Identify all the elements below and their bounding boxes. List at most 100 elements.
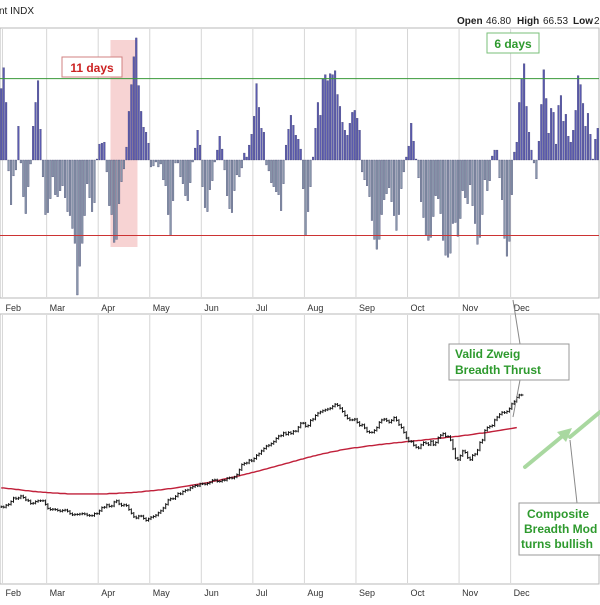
breadth-bar: [221, 148, 224, 161]
breadth-bar: [14, 159, 17, 171]
breadth-bar: [294, 135, 297, 161]
zweig-callout: Valid Zweig Breadth Thrust: [448, 343, 570, 381]
breadth-bar: [176, 159, 179, 164]
breadth-bar: [5, 102, 8, 161]
low-value: 2: [594, 16, 600, 27]
breadth-bar: [54, 159, 57, 195]
breadth-bar: [245, 156, 248, 161]
breadth-bar: [211, 159, 214, 181]
breadth-bar: [137, 85, 140, 161]
breadth-bar: [564, 114, 567, 161]
breadth-bar: [27, 159, 30, 187]
six-days-text: 6 days: [494, 37, 532, 51]
breadth-bar: [78, 159, 81, 267]
breadth-bar: [34, 102, 37, 161]
breadth-bar: [115, 159, 118, 240]
breadth-bar: [562, 121, 565, 161]
breadth-bar: [282, 159, 285, 184]
breadth-bar: [572, 130, 575, 161]
breadth-bar: [122, 159, 125, 170]
breadth-bar: [22, 159, 25, 197]
breadth-bar: [108, 159, 111, 206]
breadth-bar: [0, 88, 3, 161]
breadth-bar: [93, 159, 96, 203]
breadth-bar: [191, 159, 194, 163]
month-label: Sep: [359, 303, 375, 313]
breadth-bar: [459, 159, 462, 219]
breadth-bar: [311, 156, 315, 161]
breadth-bar: [125, 146, 128, 161]
breadth-bar: [559, 95, 562, 161]
breadth-bar: [145, 132, 148, 161]
breadth-bar: [407, 145, 410, 161]
breadth-bar: [302, 159, 305, 189]
breadth-bar: [233, 159, 236, 191]
breadth-bar: [378, 159, 381, 240]
month-label: Dec: [514, 303, 531, 313]
month-label: Nov: [462, 303, 479, 313]
breadth-bar: [297, 139, 300, 161]
breadth-bar: [410, 123, 413, 161]
breadth-bar: [206, 159, 209, 212]
breadth-bar: [24, 159, 27, 214]
breadth-bar: [329, 73, 332, 161]
breadth-bar: [432, 159, 435, 217]
breadth-bar: [420, 159, 423, 202]
breadth-bar: [86, 159, 89, 184]
breadth-bar: [368, 159, 371, 197]
eleven-days-text: 11 days: [70, 61, 114, 75]
breadth-bar: [73, 159, 76, 244]
breadth-bar: [277, 159, 280, 195]
month-label: Aug: [307, 303, 323, 313]
breadth-bar: [464, 159, 467, 198]
month-label: Oct: [411, 588, 426, 598]
breadth-bar: [557, 105, 560, 161]
breadth-bar: [7, 159, 10, 172]
month-label: Mar: [50, 588, 66, 598]
breadth-bar: [71, 159, 74, 229]
six-days-label: 6 days: [486, 32, 540, 54]
month-label: Apr: [101, 588, 115, 598]
breadth-bar: [478, 159, 481, 238]
breadth-bar: [272, 159, 275, 187]
breadth-bar: [243, 152, 246, 161]
breadth-bar: [415, 158, 418, 161]
breadth-bar: [528, 132, 531, 161]
zweig-text-1: Valid Zweig: [455, 347, 520, 361]
breadth-bar: [152, 159, 155, 167]
breadth-bar: [292, 125, 295, 161]
breadth-bar: [120, 159, 123, 182]
breadth-bar: [10, 159, 13, 205]
breadth-bar: [424, 159, 427, 236]
ohlc-readout: Open 46.80 High 66.53 Low 2: [457, 16, 600, 27]
breadth-bar: [2, 67, 5, 161]
breadth-bar: [309, 159, 312, 187]
price-gridlines: [1, 315, 512, 583]
breadth-bar: [361, 159, 364, 173]
breadth-bar: [316, 102, 319, 161]
breadth-bar: [417, 159, 420, 179]
breadth-bar: [142, 127, 145, 161]
breadth-bar: [388, 159, 391, 188]
breadth-bars: [0, 37, 599, 296]
breadth-bar: [265, 159, 268, 166]
breadth-bar: [262, 132, 265, 161]
breadth-bar: [91, 159, 94, 212]
breadth-bar: [353, 110, 356, 161]
breadth-bar: [461, 159, 464, 191]
breadth-bar: [64, 159, 67, 198]
breadth-bar: [584, 126, 587, 161]
breadth-bar: [366, 159, 369, 186]
breadth-bar: [41, 159, 44, 178]
breadth-bar: [346, 135, 349, 161]
breadth-bar: [474, 159, 477, 224]
open-label: Open: [457, 16, 483, 27]
breadth-bar: [348, 123, 351, 161]
breadth-bar: [186, 159, 189, 201]
breadth-bar: [169, 159, 172, 236]
zweig-pointer: [512, 379, 521, 418]
breadth-bar: [530, 149, 533, 161]
breadth-bar: [88, 159, 91, 198]
breadth-bar: [230, 159, 233, 213]
